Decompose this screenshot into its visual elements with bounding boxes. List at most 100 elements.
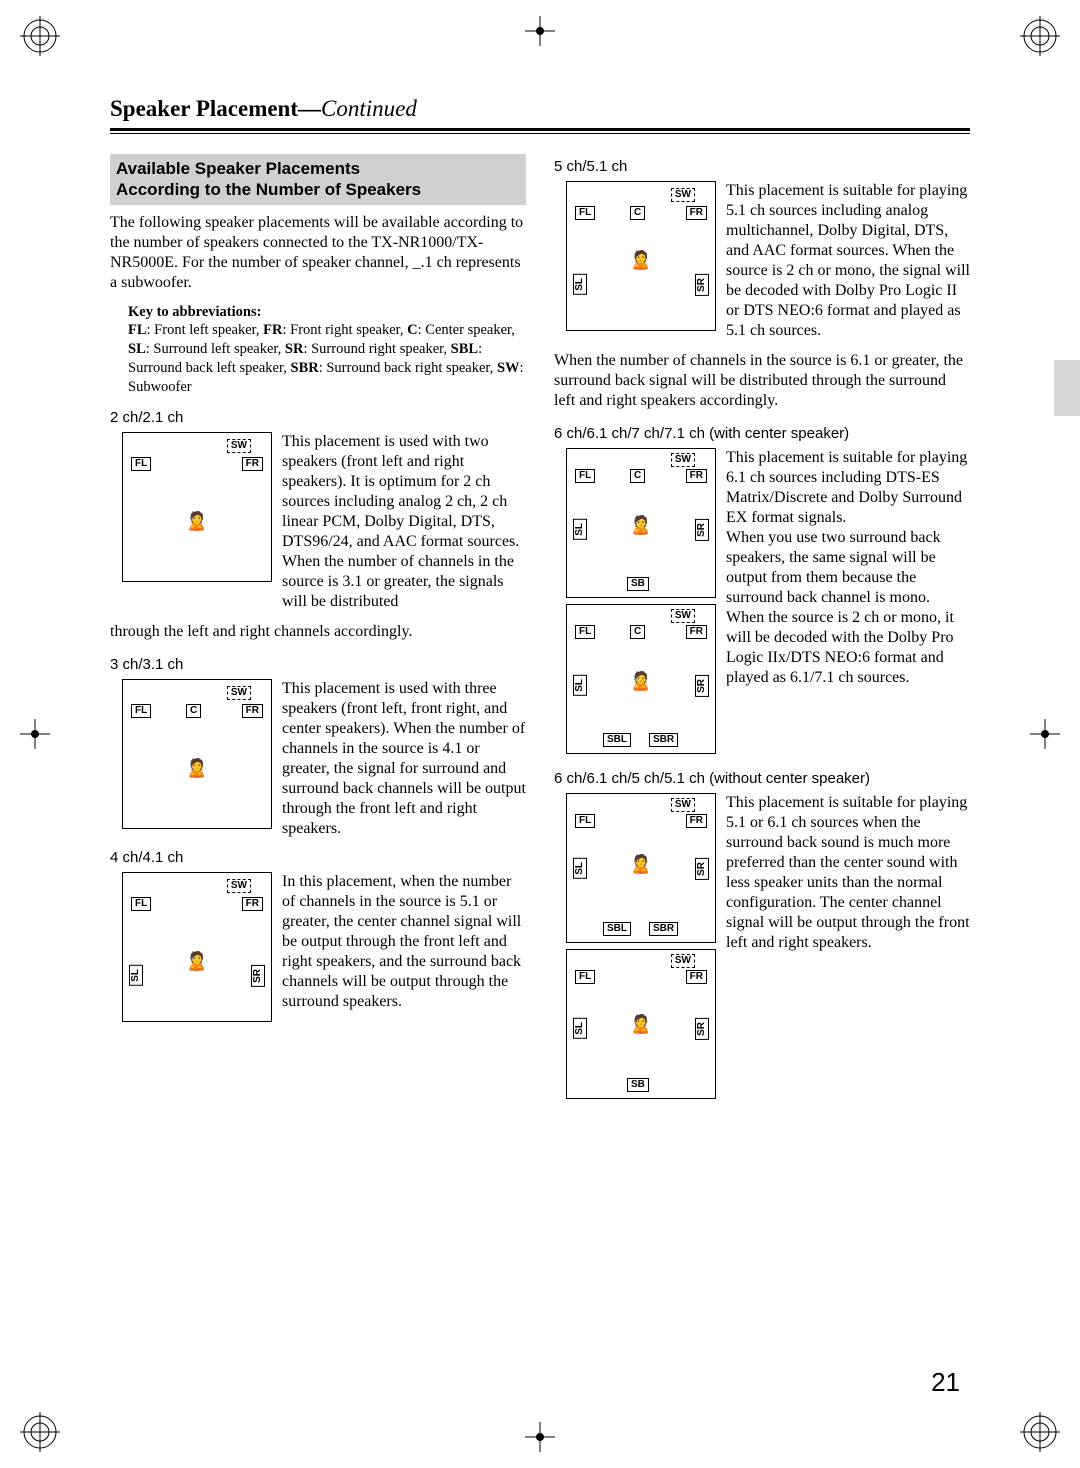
desc-5ch: This placement is suitable for playing 5… bbox=[726, 181, 970, 341]
listener-icon: 🙎 bbox=[630, 250, 652, 271]
label-fr: FR bbox=[686, 206, 707, 220]
listener-icon: 🙎 bbox=[630, 1014, 652, 1035]
label-sw: SW bbox=[227, 879, 251, 893]
label-sw: SW bbox=[227, 439, 251, 453]
label-fr: FR bbox=[242, 897, 263, 911]
room-diagram-5ch: SW FL C FR SL SR 🙎 bbox=[566, 181, 716, 331]
desc-2ch: This placement is used with two speakers… bbox=[282, 432, 526, 612]
subhead-3ch: 3 ch/3.1 ch bbox=[110, 656, 526, 673]
label-sw: SW bbox=[671, 609, 695, 623]
rule-thick bbox=[110, 128, 970, 131]
room-diagram-noc-sbl-sbr: SW FL FR SL SR SBL SBR 🙎 bbox=[566, 793, 716, 943]
label-sw: SW bbox=[671, 453, 695, 467]
desc-4ch: In this placement, when the number of ch… bbox=[282, 872, 526, 1012]
label-c: C bbox=[630, 206, 645, 220]
label-fl: FL bbox=[131, 457, 151, 471]
page-title: Speaker Placement—Continued bbox=[110, 96, 970, 122]
listener-icon: 🙎 bbox=[630, 854, 652, 875]
registration-mark bbox=[1020, 1412, 1060, 1452]
label-fl: FL bbox=[575, 814, 595, 828]
key-body: FL: Front left speaker, FR: Front right … bbox=[128, 322, 524, 395]
label-sbr: SBR bbox=[649, 922, 678, 936]
room-diagram-3ch: SW FL C FR 🙎 bbox=[122, 679, 272, 829]
entry-5ch: SW FL C FR SL SR 🙎 This placement is sui… bbox=[554, 181, 970, 341]
label-sw: SW bbox=[671, 954, 695, 968]
listener-icon: 🙎 bbox=[630, 515, 652, 536]
subhead-4ch: 4 ch/4.1 ch bbox=[110, 849, 526, 866]
label-fr: FR bbox=[686, 814, 707, 828]
page-title-main: Speaker Placement bbox=[110, 96, 298, 121]
label-sl: SL bbox=[129, 965, 143, 986]
entry-4ch: SW FL FR SL SR 🙎 In this placement, when… bbox=[110, 872, 526, 1028]
label-sr: SR bbox=[251, 965, 265, 987]
room-diagram-6ch-sb: SW FL C FR SL SR SB 🙎 bbox=[566, 448, 716, 598]
key-to-abbreviations: Key to abbreviations: FL: Front left spe… bbox=[128, 303, 526, 397]
entry-2ch: SW FL FR 🙎 This placement is used with t… bbox=[110, 432, 526, 612]
page-number: 21 bbox=[931, 1367, 960, 1398]
label-sb: SB bbox=[627, 577, 649, 591]
subhead-2ch: 2 ch/2.1 ch bbox=[110, 409, 526, 426]
label-fr: FR bbox=[242, 457, 263, 471]
label-sl: SL bbox=[573, 858, 587, 879]
label-fr: FR bbox=[686, 970, 707, 984]
page-title-continued: Continued bbox=[321, 96, 417, 121]
banner-line2: According to the Number of Speakers bbox=[116, 180, 421, 199]
label-fr: FR bbox=[686, 469, 707, 483]
right-column: 5 ch/5.1 ch SW FL C FR SL SR 🙎 This plac… bbox=[554, 154, 970, 1115]
subhead-6ch-with-center: 6 ch/6.1 ch/7 ch/7.1 ch (with center spe… bbox=[554, 425, 970, 442]
desc-6ch-without-center: This placement is suitable for playing 5… bbox=[726, 793, 970, 953]
two-column-layout: Available Speaker Placements According t… bbox=[110, 154, 970, 1115]
label-sr: SR bbox=[695, 274, 709, 296]
crop-mark bbox=[525, 16, 555, 46]
room-diagram-4ch: SW FL FR SL SR 🙎 bbox=[122, 872, 272, 1022]
rule-thin bbox=[110, 133, 970, 134]
label-sl: SL bbox=[573, 675, 587, 696]
crop-mark bbox=[1030, 719, 1060, 749]
label-sb: SB bbox=[627, 1078, 649, 1092]
label-fl: FL bbox=[575, 970, 595, 984]
room-diagram-noc-sb: SW FL FR SL SR SB 🙎 bbox=[566, 949, 716, 1099]
label-sw: SW bbox=[671, 188, 695, 202]
label-fl: FL bbox=[575, 625, 595, 639]
label-sw: SW bbox=[671, 798, 695, 812]
label-sr: SR bbox=[695, 519, 709, 541]
after-desc-5ch: When the number of channels in the sourc… bbox=[554, 351, 970, 411]
entry-3ch: SW FL C FR 🙎 This placement is used with… bbox=[110, 679, 526, 839]
entry-6ch-with-center: SW FL C FR SL SR SB 🙎 SW FL C FR SL SR S… bbox=[554, 448, 970, 760]
registration-mark bbox=[1020, 16, 1060, 56]
entry-6ch-without-center: SW FL FR SL SR SBL SBR 🙎 SW FL FR SL SR … bbox=[554, 793, 970, 1105]
left-column: Available Speaker Placements According t… bbox=[110, 154, 526, 1115]
label-c: C bbox=[630, 625, 645, 639]
label-sbl: SBL bbox=[603, 733, 631, 747]
label-fl: FL bbox=[575, 469, 595, 483]
label-sw: SW bbox=[227, 686, 251, 700]
label-sl: SL bbox=[573, 274, 587, 295]
label-sr: SR bbox=[695, 675, 709, 697]
listener-icon: 🙎 bbox=[186, 758, 208, 779]
label-fr: FR bbox=[242, 704, 263, 718]
label-sbr: SBR bbox=[649, 733, 678, 747]
label-sl: SL bbox=[573, 519, 587, 540]
label-sr: SR bbox=[695, 1018, 709, 1040]
intro-paragraph: The following speaker placements will be… bbox=[110, 213, 526, 293]
thumb-tab bbox=[1054, 360, 1080, 416]
subhead-5ch: 5 ch/5.1 ch bbox=[554, 158, 970, 175]
label-fr: FR bbox=[686, 625, 707, 639]
after-desc-2ch: through the left and right channels acco… bbox=[110, 622, 526, 642]
listener-icon: 🙎 bbox=[630, 671, 652, 692]
label-fl: FL bbox=[131, 897, 151, 911]
desc-3ch: This placement is used with three speake… bbox=[282, 679, 526, 839]
room-diagram-2ch: SW FL FR 🙎 bbox=[122, 432, 272, 582]
label-fl: FL bbox=[131, 704, 151, 718]
key-title: Key to abbreviations: bbox=[128, 304, 261, 320]
label-c: C bbox=[186, 704, 201, 718]
listener-icon: 🙎 bbox=[186, 951, 208, 972]
banner-line1: Available Speaker Placements bbox=[116, 159, 360, 178]
label-sbl: SBL bbox=[603, 922, 631, 936]
label-fl: FL bbox=[575, 206, 595, 220]
crop-mark bbox=[20, 719, 50, 749]
page-title-sep: — bbox=[298, 96, 321, 121]
registration-mark bbox=[20, 1412, 60, 1452]
section-banner: Available Speaker Placements According t… bbox=[110, 154, 526, 205]
room-diagram-7ch-sbl-sbr: SW FL C FR SL SR SBL SBR 🙎 bbox=[566, 604, 716, 754]
